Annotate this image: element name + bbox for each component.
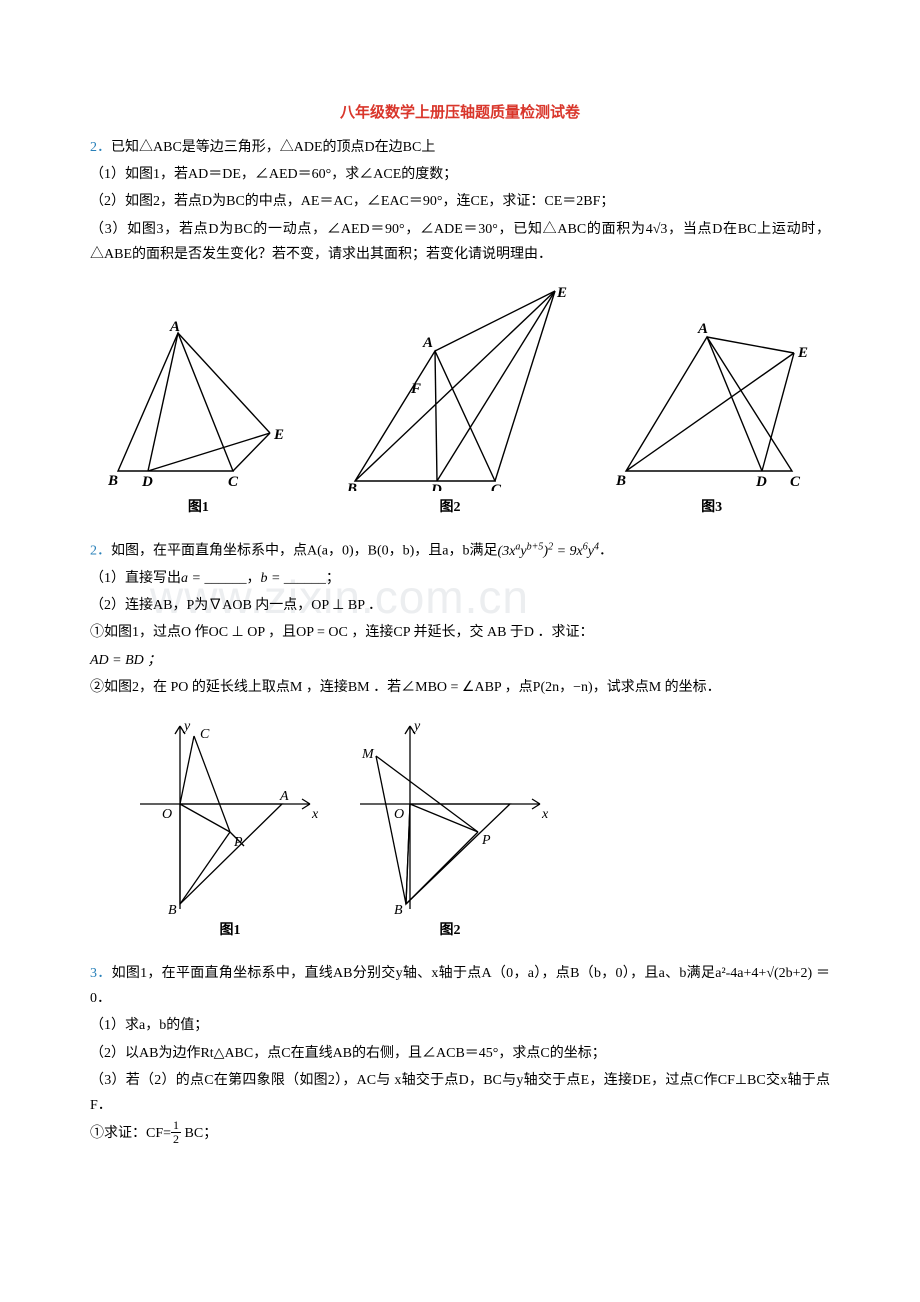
svg-text:F: F bbox=[410, 381, 421, 397]
svg-text:C: C bbox=[491, 482, 502, 491]
svg-text:C: C bbox=[200, 727, 210, 742]
q2-stem: 2．如图，在平面直角坐标系中，点A(a，0)，B(0，b)，且a，b满足(3xa… bbox=[90, 538, 830, 564]
svg-text:D: D bbox=[755, 474, 767, 490]
svg-text:B: B bbox=[346, 481, 357, 491]
q3-p1: （1）求a，b的值； bbox=[90, 1013, 830, 1038]
q1-fig1-cap: 图1 bbox=[188, 495, 209, 520]
svg-text:y: y bbox=[182, 719, 191, 734]
q2-figures: y x O C A P B 图1 bbox=[90, 714, 830, 943]
q2-p3b-eq: AD = BD ； bbox=[90, 653, 161, 668]
svg-text:O: O bbox=[394, 807, 404, 822]
q2-p2: （2）连接AB，P为∇AOB 内一点，OP ⊥ BP ． bbox=[90, 593, 830, 618]
q1-fig1: A B D C E bbox=[108, 321, 288, 491]
q2-p3a: ①如图1，过点O 作OC ⊥ OP ，且OP = OC ，连接CP 并延长，交 … bbox=[90, 620, 830, 645]
q1-p3: （3）如图3，若点D为BC的一动点，∠AED＝90°，∠ADE＝30°，已知△A… bbox=[90, 217, 830, 267]
q3-p2: （2）以AB为边作Rt△ABC，点C在直线AB的右侧，且∠ACB＝45°，求点C… bbox=[90, 1041, 830, 1066]
svg-text:E: E bbox=[273, 427, 284, 443]
q2-a-eq: a = bbox=[181, 571, 201, 586]
q2-p3b: AD = BD ； bbox=[90, 648, 830, 673]
q1-fig3-cap: 图3 bbox=[701, 495, 722, 520]
q2-num: 2． bbox=[90, 544, 111, 559]
q2-fig2: y x O M P B bbox=[350, 714, 550, 914]
q1-p2: （2）如图2，若点D为BC的中点，AE＝AC，∠EAC＝90°，连CE，求证：C… bbox=[90, 189, 830, 214]
svg-text:D: D bbox=[430, 482, 442, 491]
q1-stem: 2．已知△ABC是等边三角形，△ADE的顶点D在边BC上 bbox=[90, 135, 830, 160]
svg-text:B: B bbox=[394, 903, 403, 914]
svg-text:M: M bbox=[361, 747, 375, 762]
q3-p4b: BC； bbox=[181, 1126, 217, 1141]
q3-p4: ①求证：CF=12 BC； bbox=[90, 1120, 830, 1147]
svg-text:B: B bbox=[615, 473, 626, 489]
q2-p1b: ______， bbox=[204, 571, 260, 586]
q2-fig1: y x O C A P B bbox=[130, 714, 330, 914]
q1-fig3: A B D C E bbox=[612, 321, 812, 491]
svg-text:P: P bbox=[233, 835, 243, 850]
q2-p1: （1）直接写出a = ______，b = ______； bbox=[90, 566, 830, 591]
svg-text:A: A bbox=[169, 321, 180, 335]
q2-eq: (3xayb+5)2 = 9x6y4 bbox=[498, 544, 599, 559]
svg-text:A: A bbox=[279, 789, 289, 804]
doc-title: 八年级数学上册压轴题质量检测试卷 bbox=[90, 100, 830, 127]
q2-stem-a: 如图，在平面直角坐标系中，点A(a，0)，B(0，b)，且a，b满足 bbox=[111, 544, 498, 559]
q3-num: 3． bbox=[90, 966, 112, 981]
svg-text:B: B bbox=[108, 473, 118, 489]
q2-p1a: （1）直接写出 bbox=[90, 571, 181, 586]
q2-p1c: ______； bbox=[284, 571, 340, 586]
q2-stem-b: ． bbox=[599, 544, 613, 559]
svg-text:A: A bbox=[697, 321, 708, 337]
svg-text:D: D bbox=[141, 474, 153, 490]
q2-fig2-cap: 图2 bbox=[440, 918, 461, 943]
q3-stem-text: 如图1，在平面直角坐标系中，直线AB分别交y轴、x轴于点A（0，a），点B（b，… bbox=[90, 966, 830, 1006]
svg-text:x: x bbox=[311, 807, 319, 822]
q3-stem: 3．如图1，在平面直角坐标系中，直线AB分别交y轴、x轴于点A（0，a），点B（… bbox=[90, 961, 830, 1011]
q2-p4: ②如图2，在 PO 的延长线上取点M ，连接BM ．若∠MBO = ∠ABP ，… bbox=[90, 675, 830, 700]
q1-figures: A B D C E 图1 A B D C E bbox=[90, 281, 830, 520]
svg-text:y: y bbox=[412, 719, 421, 734]
svg-text:E: E bbox=[556, 285, 567, 301]
q1-stem-text: 已知△ABC是等边三角形，△ADE的顶点D在边BC上 bbox=[111, 140, 435, 155]
svg-text:C: C bbox=[228, 474, 239, 490]
frac-half: 12 bbox=[171, 1119, 181, 1146]
q3-p3: （3）若（2）的点C在第四象限（如图2），AC与 x轴交于点D，BC与y轴交于点… bbox=[90, 1068, 830, 1118]
svg-text:C: C bbox=[790, 474, 801, 490]
svg-text:P: P bbox=[481, 833, 491, 848]
svg-text:x: x bbox=[541, 807, 549, 822]
q3-p4a: ①求证：CF= bbox=[90, 1126, 171, 1141]
q1-num: 2． bbox=[90, 140, 111, 155]
svg-text:O: O bbox=[162, 807, 172, 822]
svg-text:A: A bbox=[422, 335, 433, 351]
q2-fig1-cap: 图1 bbox=[220, 918, 241, 943]
svg-text:E: E bbox=[797, 345, 808, 361]
svg-text:B: B bbox=[168, 903, 177, 914]
q1-fig2: A B D C E F bbox=[325, 281, 575, 491]
q1-p1: （1）如图1，若AD＝DE，∠AED＝60°，求∠ACE的度数； bbox=[90, 162, 830, 187]
q2-b-eq: b = bbox=[260, 571, 280, 586]
q1-fig2-cap: 图2 bbox=[439, 495, 460, 520]
